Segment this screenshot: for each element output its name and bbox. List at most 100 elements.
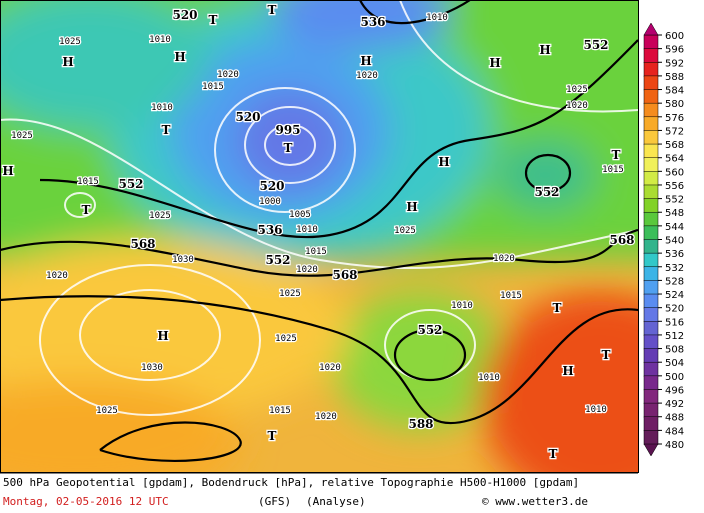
colorbar-swatch [643, 157, 659, 173]
map-label: 1005 [289, 210, 311, 220]
map-label: 1020 [566, 101, 588, 111]
map-label: 1015 [77, 177, 99, 187]
map-label: 1010 [149, 35, 171, 45]
colorbar-swatch [643, 225, 659, 241]
map-label: 1020 [296, 265, 318, 275]
colorbar-label: 500 [665, 372, 684, 383]
map-label: 1015 [305, 247, 327, 257]
map-label: 1030 [141, 363, 163, 373]
map-label: 1020 [217, 70, 239, 80]
map-label: 1025 [96, 406, 118, 416]
colorbar-label: 528 [665, 276, 684, 287]
colorbar-cap [643, 443, 659, 457]
colorbar-swatch [643, 143, 659, 159]
colorbar-label: 484 [665, 426, 684, 437]
map-label: 552 [417, 323, 442, 337]
colorbar-cap [643, 22, 659, 36]
colorbar-label: 552 [665, 195, 684, 206]
map-label: 1025 [566, 85, 588, 95]
map-label: 1020 [319, 363, 341, 373]
map-label: 1025 [11, 131, 33, 141]
map-label: 995 [275, 123, 300, 137]
colorbar-label: 488 [665, 413, 684, 424]
colorbar-label: 520 [665, 304, 684, 315]
map-label: H [539, 43, 550, 57]
map-label: T [268, 429, 277, 443]
colorbar-label: 556 [665, 181, 684, 192]
map-label: 520 [259, 179, 284, 193]
colorbar-label: 576 [665, 113, 684, 124]
map-label: 520 [235, 110, 260, 124]
map-label: T [82, 203, 91, 217]
map-label: T [612, 148, 621, 162]
colorbar-swatch [643, 361, 659, 377]
map-label: 568 [609, 233, 634, 247]
model: (GFS) [258, 495, 291, 508]
map-label: 1025 [279, 289, 301, 299]
map-label: 568 [130, 237, 155, 251]
map-label: 1020 [493, 254, 515, 264]
colorbar-label: 532 [665, 263, 684, 274]
map-label: 1015 [202, 82, 224, 92]
map-label: 552 [534, 185, 559, 199]
map-label: 1015 [602, 165, 624, 175]
colorbar-label: 524 [665, 290, 684, 301]
colorbar-label: 536 [665, 249, 684, 260]
colorbar-swatch [643, 34, 659, 50]
colorbar-swatch [643, 334, 659, 350]
colorbar-swatch [643, 116, 659, 132]
map-label: 1010 [585, 405, 607, 415]
colorbar-label: 504 [665, 358, 684, 369]
colorbar-swatch [643, 252, 659, 268]
colorbar-label: 544 [665, 222, 684, 233]
map-label: 1010 [451, 301, 473, 311]
colorbar-swatch [643, 280, 659, 295]
map-label: 1025 [394, 226, 416, 236]
map-label: 1020 [46, 271, 68, 281]
colorbar-label: 596 [665, 45, 684, 56]
colorbar-label: 592 [665, 58, 684, 69]
colorbar-swatch [643, 171, 659, 186]
run: (Analyse) [306, 495, 366, 508]
map-label: 536 [360, 15, 385, 29]
map-label: T [602, 348, 611, 362]
map-label: 1010 [296, 225, 318, 235]
colorbar-label: 572 [665, 126, 684, 137]
map-label: 1020 [356, 71, 378, 81]
colorbar-swatch [643, 402, 659, 418]
map-label: H [62, 55, 73, 69]
colorbar-label: 548 [665, 208, 684, 219]
map-label: T [284, 141, 293, 155]
map-label: H [438, 155, 449, 169]
colorbar-label: 588 [665, 72, 684, 83]
map-label: 1025 [275, 334, 297, 344]
map-label: 1020 [315, 412, 337, 422]
colorbar-swatch [643, 211, 659, 227]
colorbar-swatch [643, 375, 659, 391]
colorbar-swatch [643, 198, 659, 213]
colorbar-label: 508 [665, 345, 684, 356]
colorbar-swatch [643, 89, 659, 104]
description: 500 hPa Geopotential [gpdam], Bodendruck… [3, 476, 579, 489]
colorbar-swatch [643, 389, 659, 404]
map-label: 520 [172, 8, 197, 22]
colorbar-swatch [643, 321, 659, 336]
colorbar-swatch [643, 184, 659, 200]
colorbar-swatch [643, 75, 659, 91]
colorbar-swatch [643, 62, 659, 77]
colorbar-swatch [643, 430, 659, 445]
colorbar-label: 584 [665, 86, 684, 97]
colorbar-label: 480 [665, 440, 684, 451]
map-label: T [553, 301, 562, 315]
colorbar-swatch [643, 102, 659, 118]
map-label: H [157, 329, 168, 343]
colorbar-label: 568 [665, 140, 684, 151]
map-label: 1010 [151, 103, 173, 113]
map-label: 1000 [259, 197, 281, 207]
map-label: 552 [583, 38, 608, 52]
map-label: H [562, 364, 573, 378]
colorbar-swatch [643, 293, 659, 309]
colorbar-label: 580 [665, 99, 684, 110]
map-label: T [162, 123, 171, 137]
